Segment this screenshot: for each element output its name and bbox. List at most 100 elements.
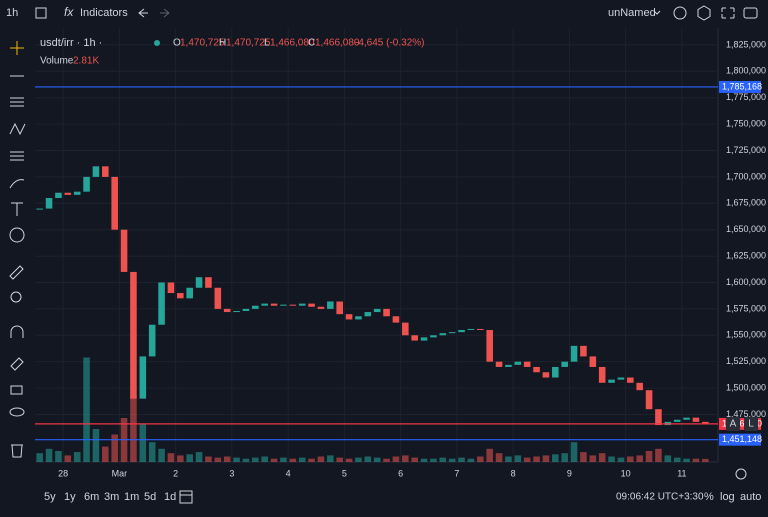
- brush-tool[interactable]: [9, 179, 25, 189]
- volume-bar: [83, 357, 90, 462]
- clock: 09:06:42 UTC+3:30: [616, 492, 704, 503]
- candle: [702, 421, 709, 424]
- goto-date-icon[interactable]: [179, 490, 193, 504]
- axis-settings-icon[interactable]: [735, 468, 747, 480]
- candle: [252, 305, 259, 309]
- volume-bar: [111, 434, 118, 462]
- projection-tool[interactable]: [10, 151, 24, 161]
- range-button[interactable]: 1m: [124, 491, 139, 503]
- y-tick-label: 1,500,000: [726, 382, 766, 392]
- volume-bar: [289, 458, 297, 462]
- range-button[interactable]: 5d: [144, 491, 156, 503]
- volume-bar: [186, 454, 193, 462]
- candle: [692, 417, 700, 422]
- volume-bar: [233, 457, 240, 462]
- x-tick-label: 11: [677, 468, 686, 478]
- log-toggle[interactable]: log: [720, 491, 735, 503]
- settings-icon[interactable]: [697, 5, 711, 21]
- volume-bar: [589, 455, 597, 462]
- volume-bar: [448, 458, 456, 462]
- candle: [420, 337, 428, 341]
- magnet-tool[interactable]: [10, 325, 24, 338]
- layout-name[interactable]: unNamed: [608, 7, 656, 19]
- candle: [542, 372, 550, 378]
- axis-button[interactable]: L: [748, 419, 754, 430]
- range-button[interactable]: 3m: [104, 491, 119, 503]
- volume-bar: [270, 458, 278, 462]
- price-label-box: [719, 433, 761, 446]
- undo-icon[interactable]: [138, 8, 148, 18]
- draw-mode-tool[interactable]: [10, 357, 24, 371]
- y-tick-label: 1,750,000: [726, 118, 766, 128]
- measure-tool[interactable]: [9, 265, 24, 280]
- volume-bar: [411, 457, 418, 462]
- volume-bar: [570, 442, 578, 462]
- candle: [570, 345, 578, 362]
- candle: [336, 301, 343, 315]
- volume-bar: [664, 455, 672, 462]
- auto-toggle[interactable]: auto: [740, 491, 761, 503]
- alert-icon[interactable]: [673, 6, 687, 20]
- range-button[interactable]: 1d: [164, 491, 176, 503]
- volume-bar: [702, 458, 709, 462]
- volume-bar: [261, 456, 268, 462]
- candle: [167, 282, 175, 294]
- text-tool[interactable]: [11, 202, 23, 216]
- candle: [111, 176, 118, 230]
- snapshot-icon[interactable]: [743, 7, 758, 19]
- volume-bar: [355, 457, 362, 462]
- candle: [477, 328, 484, 331]
- candle: [73, 191, 81, 195]
- icon-tool[interactable]: [9, 227, 25, 243]
- volume-bar: [64, 455, 72, 462]
- range-button[interactable]: 6m: [84, 491, 99, 503]
- candle: [636, 382, 643, 391]
- volume-label: Volume: [40, 56, 74, 67]
- candle: [355, 316, 362, 320]
- range-button[interactable]: 5y: [44, 491, 56, 503]
- candle: [580, 345, 587, 357]
- volume-bar: [458, 457, 465, 462]
- fx-icon[interactable]: fx: [64, 5, 74, 19]
- candle: [345, 314, 353, 320]
- candle: [514, 361, 522, 365]
- y-tick-label: 1,525,000: [726, 356, 766, 366]
- redo-icon[interactable]: [160, 8, 170, 18]
- volume-bar: [317, 456, 325, 462]
- range-button[interactable]: 1y: [64, 491, 76, 503]
- plot: 1,475,000 1,500,000 1,525,000 1,550,000 1,57…: [35, 28, 766, 478]
- price-label: 1,451,148: [722, 434, 762, 444]
- candle: [645, 390, 653, 410]
- percent-toggle[interactable]: %: [704, 491, 714, 503]
- volume-bar: [645, 451, 653, 462]
- volume-bar: [523, 457, 531, 462]
- volume-bar: [158, 448, 165, 462]
- candle: [298, 303, 306, 306]
- volume-bar: [327, 455, 334, 462]
- volume-value: 2.81K: [73, 56, 99, 67]
- volume-bar: [177, 455, 184, 462]
- volume-bar: [439, 457, 447, 462]
- candle: [523, 361, 531, 367]
- dropdown-icon[interactable]: [653, 10, 661, 15]
- delete-tool[interactable]: [11, 444, 23, 458]
- crosshair-tool[interactable]: [10, 41, 24, 55]
- y-tick-label: 1,675,000: [726, 198, 766, 208]
- volume-bar: [542, 455, 550, 462]
- volume-bar: [561, 453, 568, 462]
- axis-button[interactable]: A: [730, 419, 737, 430]
- pattern-tool[interactable]: [9, 122, 26, 136]
- chart-type-icon[interactable]: [35, 7, 47, 19]
- fullscreen-icon[interactable]: [721, 7, 735, 19]
- change-value: -4,645 (-0.32%): [355, 38, 424, 49]
- volume-bar: [373, 457, 381, 462]
- indicators-button[interactable]: Indicators: [80, 7, 128, 19]
- candle: [448, 332, 456, 334]
- visibility-tool[interactable]: [9, 407, 25, 417]
- left-toolbar: [9, 41, 26, 458]
- candle: [270, 303, 278, 306]
- lock-tool[interactable]: [10, 385, 23, 395]
- fib-tool[interactable]: [10, 97, 24, 107]
- interval-button[interactable]: 1h: [6, 7, 18, 19]
- zoom-tool[interactable]: [10, 291, 22, 303]
